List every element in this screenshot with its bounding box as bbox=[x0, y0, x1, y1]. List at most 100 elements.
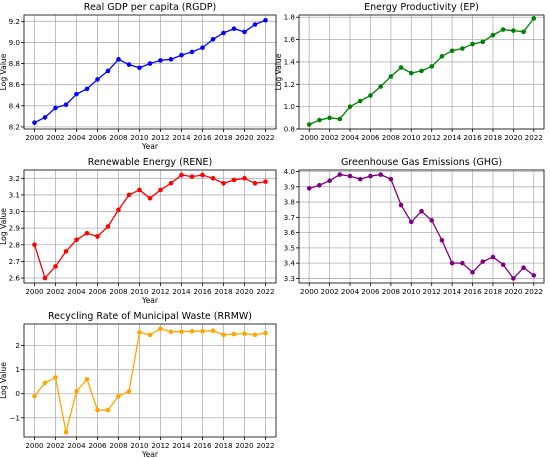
chart-1-xtick-label-1: 2002 bbox=[46, 133, 64, 142]
chart-3-xtick-label-8: 2016 bbox=[193, 287, 212, 296]
chart-5-frame bbox=[23, 323, 277, 438]
chart-4-xtick-label-11: 2022 bbox=[525, 287, 543, 296]
chart-3-point-2012 bbox=[158, 187, 163, 193]
chart-4-point-2021 bbox=[521, 265, 526, 271]
chart-4-point-2006 bbox=[368, 173, 373, 179]
chart-3-point-2014 bbox=[179, 172, 184, 178]
chart-3-point-2019 bbox=[231, 177, 237, 183]
chart-3-series-line bbox=[33, 174, 266, 280]
chart-5-xtick-label-3: 2006 bbox=[88, 441, 107, 450]
chart-2-xtick-label-5: 2010 bbox=[402, 133, 421, 142]
chart-4-point-2009 bbox=[398, 202, 404, 208]
chart-2-xtick-label-8: 2016 bbox=[463, 133, 482, 142]
chart-4-ytick-label-5: 3.8 bbox=[284, 198, 296, 207]
chart-1-xtick-label-3: 2006 bbox=[88, 133, 107, 142]
chart-4-xtick-label-2: 2004 bbox=[341, 287, 360, 296]
chart-1-point-2006 bbox=[95, 77, 100, 82]
chart-4-ytick-label-0: 3.3 bbox=[284, 274, 295, 283]
chart-3-point-2010 bbox=[137, 187, 142, 193]
chart-1-point-2002 bbox=[53, 105, 58, 111]
chart-1-point-2021 bbox=[252, 22, 258, 27]
chart-4-xtick-label-3: 2006 bbox=[361, 287, 380, 296]
chart-4-point-2018 bbox=[490, 254, 496, 260]
chart-4-title: Greenhouse Gas Emissions (GHG) bbox=[341, 157, 502, 168]
chart-3-point-2020 bbox=[242, 176, 247, 181]
chart-2-point-2001 bbox=[317, 117, 322, 123]
chart-3-point-2007 bbox=[105, 224, 111, 229]
chart-2-xtick-label-6: 2012 bbox=[423, 133, 441, 142]
chart-3-point-2005 bbox=[84, 230, 90, 236]
chart-2-ytick-label-4: 1.6 bbox=[284, 35, 296, 44]
chart-1-point-2018 bbox=[221, 30, 226, 36]
chart-2-xtick-label-11: 2022 bbox=[525, 133, 543, 142]
chart-5-ytick-label-3: 2 bbox=[15, 341, 20, 350]
chart-5-point-2017 bbox=[210, 328, 216, 334]
chart-2-point-2005 bbox=[357, 98, 363, 104]
chart-4-point-2014 bbox=[449, 260, 455, 266]
chart-2-point-2020 bbox=[511, 28, 516, 33]
chart-5-ytick-label-2: 1 bbox=[15, 365, 20, 374]
chart-5-point-2009 bbox=[126, 389, 132, 394]
chart-3-point-2022 bbox=[263, 179, 268, 184]
chart-5-xtick-label-11: 2022 bbox=[256, 441, 274, 450]
chart-5-point-2013 bbox=[168, 329, 174, 334]
chart-2-grid bbox=[299, 15, 544, 130]
chart-4-ytick-label-6: 3.9 bbox=[284, 182, 296, 191]
chart-2-title: Energy Productivity (EP) bbox=[364, 2, 479, 13]
chart-3-point-2011 bbox=[147, 195, 153, 201]
chart-3-point-2018 bbox=[221, 180, 226, 186]
chart-3: Renewable Energy (RENE)2000 2002 2004 2006 2… bbox=[0, 157, 277, 305]
chart-4-ytick-label-1: 3.4 bbox=[284, 259, 296, 268]
chart-1-point-2015 bbox=[189, 49, 195, 55]
chart-5: Recycling Rate of Municipal Waste (RRMW)… bbox=[0, 311, 277, 458]
chart-1-xlabel: Year bbox=[141, 142, 159, 151]
chart-2-xtick-label-9: 2018 bbox=[484, 133, 503, 142]
chart-2-point-2013 bbox=[439, 54, 445, 59]
chart-5-xtick-label-10: 2020 bbox=[235, 441, 254, 450]
chart-4-ytick-label-2: 3.5 bbox=[284, 243, 295, 252]
chart-2-point-2008 bbox=[388, 74, 394, 79]
chart-1-ylabel: Log Value bbox=[0, 53, 8, 90]
chart-4-ytick-label-4: 3.7 bbox=[284, 213, 295, 222]
chart-2-point-2009 bbox=[398, 65, 404, 70]
chart-5-xtick-label-9: 2018 bbox=[214, 441, 233, 450]
chart-2-point-2022 bbox=[531, 16, 537, 21]
chart-1-xtick-label-9: 2018 bbox=[214, 133, 233, 142]
chart-2-xtick-label-10: 2020 bbox=[504, 133, 523, 142]
chart-5-point-2005 bbox=[84, 376, 90, 382]
chart-1-point-2007 bbox=[105, 68, 111, 74]
chart-2-point-2017 bbox=[480, 39, 486, 45]
chart-4-xtick-label-0: 2000 bbox=[300, 287, 319, 296]
chart-4-point-2013 bbox=[439, 237, 445, 243]
chart-5-xtick-label-6: 2012 bbox=[151, 441, 169, 450]
chart-1-point-2008 bbox=[116, 57, 121, 62]
chart-1-point-2014 bbox=[179, 52, 184, 58]
chart-1-ytick-label-2: 8.6 bbox=[9, 80, 21, 89]
chart-5-point-2008 bbox=[116, 393, 121, 399]
chart-3-frame bbox=[23, 169, 277, 284]
chart-3-xtick-label-0: 2000 bbox=[25, 287, 44, 296]
chart-3-point-2003 bbox=[63, 249, 69, 254]
chart-1-xtick-label-8: 2016 bbox=[193, 133, 212, 142]
chart-2-xtick-label-1: 2002 bbox=[320, 133, 338, 142]
chart-5-point-2011 bbox=[147, 332, 153, 338]
chart-5-point-2001 bbox=[42, 380, 48, 386]
chart-4-point-2004 bbox=[347, 173, 353, 179]
chart-2-point-2003 bbox=[337, 116, 343, 122]
chart-4-xtick-label-8: 2016 bbox=[463, 287, 482, 296]
chart-5-point-2014 bbox=[179, 329, 184, 334]
chart-3-ylabel: Log Value bbox=[0, 208, 8, 245]
chart-3-xtick-label-3: 2006 bbox=[88, 287, 107, 296]
chart-4-point-2002 bbox=[327, 178, 332, 183]
chart-3-title: Renewable Energy (RENE) bbox=[88, 157, 212, 168]
chart-3-point-2001 bbox=[42, 275, 48, 281]
chart-3-ytick-label-5: 3.1 bbox=[9, 190, 20, 199]
chart-4-xtick-label-5: 2010 bbox=[402, 287, 421, 296]
chart-4: Greenhouse Gas Emissions (GHG)2000 2002 20… bbox=[284, 157, 545, 296]
chart-4-frame bbox=[298, 169, 545, 284]
chart-3-xtick-label-11: 2022 bbox=[256, 287, 274, 296]
chart-2-point-2002 bbox=[327, 115, 332, 121]
chart-2-xtick-label-0: 2000 bbox=[300, 133, 319, 142]
chart-4-point-2016 bbox=[470, 270, 475, 275]
chart-1-ytick-label-1: 8.4 bbox=[9, 101, 21, 110]
